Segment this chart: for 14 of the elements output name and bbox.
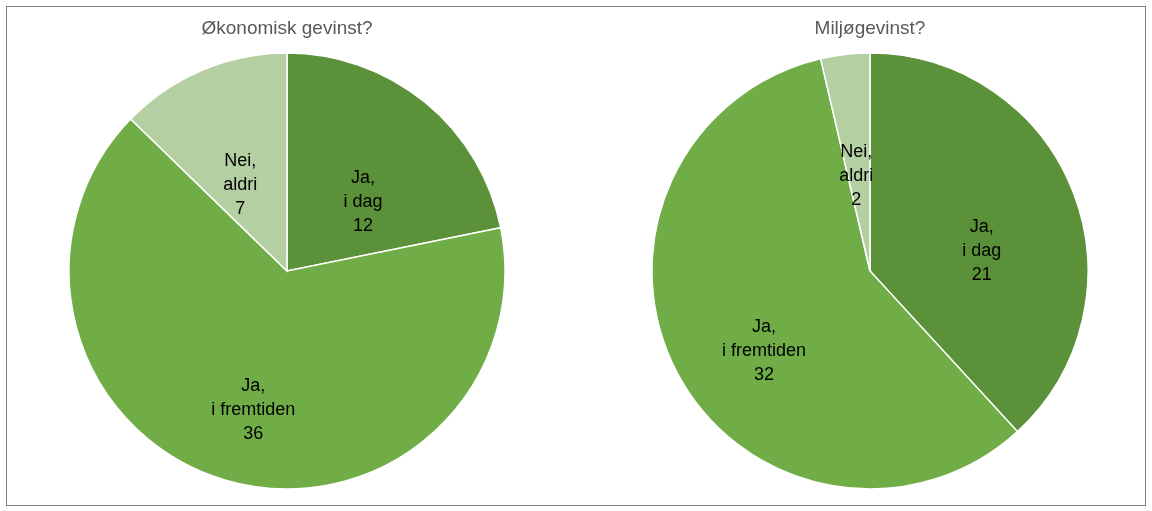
slice-label: Nei, aldri [839,140,874,185]
chart-title: Miljøgevinst? [814,17,926,38]
slice-label: Ja, i dag [343,167,383,212]
slice-label: Ja, i dag [962,216,1002,261]
slice-label: Nei, aldri [223,149,258,194]
chart-title: Økonomisk gevinst? [201,17,373,38]
data-label: 36 [243,423,264,444]
slice-label: Ja, i fremtiden [211,375,296,420]
slice-label: Ja, i fremtiden [721,315,806,360]
data-label: 21 [971,264,992,285]
data-label: 7 [235,197,246,218]
data-label: 12 [352,215,373,236]
data-label: 2 [851,188,862,209]
data-label: 32 [753,363,774,384]
